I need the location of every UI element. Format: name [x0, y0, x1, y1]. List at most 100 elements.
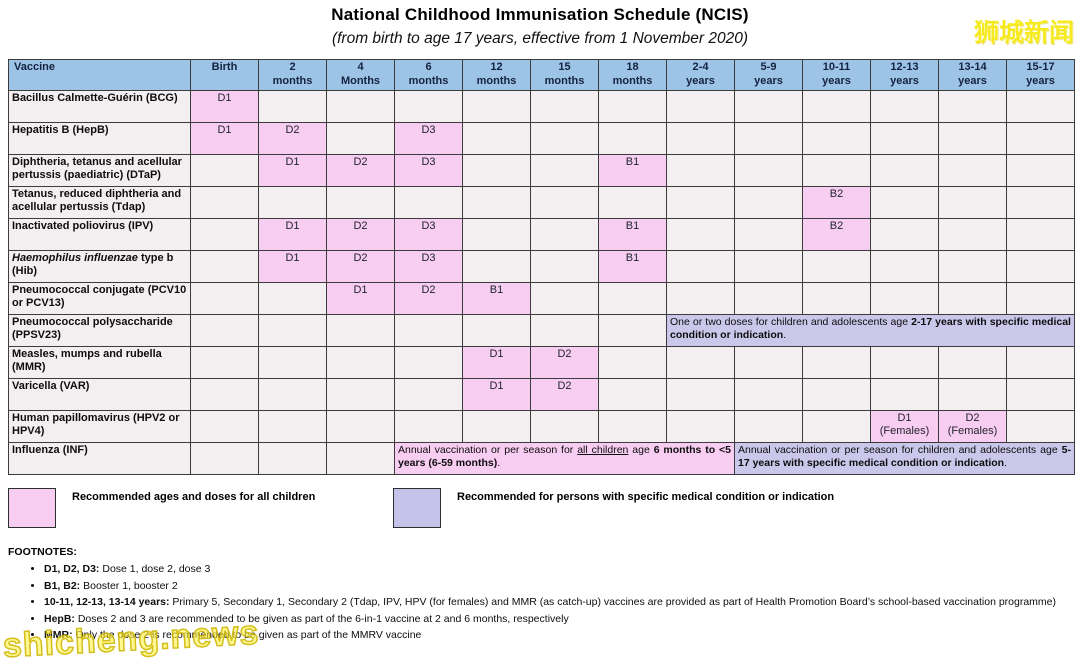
- dose-cell-hepb-0: D1: [190, 122, 259, 155]
- empty-cell-hepb-5: [530, 122, 599, 155]
- empty-cell-dtap-11: [938, 154, 1007, 187]
- dose-cell-hepb-1: D2: [258, 122, 327, 155]
- empty-cell-tdap-6: [598, 186, 667, 219]
- empty-cell-mmr-0: [190, 346, 259, 379]
- dose-cell-dtap-2: D2: [326, 154, 395, 187]
- note-cell-inf-8: Annual vaccination or per season for chi…: [734, 442, 1075, 475]
- note-text-segment: age: [628, 444, 654, 456]
- empty-cell-pcv-9: [802, 282, 871, 315]
- col-header-10-11-years: 10-11 years: [802, 59, 871, 91]
- empty-cell-var-8: [734, 378, 803, 411]
- dose-cell-ipv-1: D1: [258, 218, 327, 251]
- empty-cell-mmr-11: [938, 346, 1007, 379]
- empty-cell-mmr-6: [598, 346, 667, 379]
- empty-cell-tdap-1: [258, 186, 327, 219]
- vaccine-row-var: Varicella (VAR) D1 D2: [8, 378, 1075, 411]
- empty-cell-ipv-4: [462, 218, 531, 251]
- empty-cell-var-11: [938, 378, 1007, 411]
- empty-cell-bcg-11: [938, 90, 1007, 123]
- empty-cell-hib-9: [802, 250, 871, 283]
- empty-cell-hepb-7: [666, 122, 735, 155]
- vaccine-label-tdap: Tetanus, reduced diphtheria and acellula…: [8, 186, 191, 219]
- empty-cell-dtap-12: [1006, 154, 1075, 187]
- empty-cell-hpv-2: [326, 410, 395, 443]
- empty-cell-ppsv-0: [190, 314, 259, 347]
- note-text-segment: 5-17 years with specific medical conditi…: [738, 444, 1071, 469]
- dose-cell-ipv-6: B1: [598, 218, 667, 251]
- empty-cell-bcg-6: [598, 90, 667, 123]
- footnote-prefix: MMR:: [44, 629, 73, 642]
- empty-cell-ipv-11: [938, 218, 1007, 251]
- empty-cell-pcv-6: [598, 282, 667, 315]
- page-title: National Childhood Immunisation Schedule…: [331, 5, 749, 24]
- vaccine-row-pcv: Pneumococcal conjugate (PCV10 or PCV13) D…: [8, 282, 1075, 315]
- vaccine-row-tdap: Tetanus, reduced diphtheria and acellula…: [8, 186, 1075, 219]
- empty-cell-var-3: [394, 378, 463, 411]
- dose-cell-mmr-4: D1: [462, 346, 531, 379]
- empty-cell-tdap-11: [938, 186, 1007, 219]
- footnote-prefix: 10-11, 12-13, 13-14 years:: [44, 596, 170, 609]
- note-text-segment: Annual vaccination or per season for chi…: [738, 444, 1062, 456]
- empty-cell-hpv-1: [258, 410, 327, 443]
- note-cell-inf-3: Annual vaccination or per season for all…: [394, 442, 735, 475]
- schedule-body: Bacillus Calmette-Guérin (BCG) D1 Hepatiti…: [8, 90, 1075, 475]
- dose-cell-hepb-3: D3: [394, 122, 463, 155]
- vaccine-label-hpv: Human papillomavirus (HPV2 or HPV4): [8, 410, 191, 443]
- col-header-4-months: 4 Months: [326, 59, 395, 91]
- footnote-item-3: 10-11, 12-13, 13-14 years: Primary 5, Se…: [44, 595, 1080, 611]
- page-subtitle: (from birth to age 17 years, effective f…: [331, 30, 749, 47]
- empty-cell-tdap-10: [870, 186, 939, 219]
- empty-cell-hib-8: [734, 250, 803, 283]
- dose-cell-ipv-2: D2: [326, 218, 395, 251]
- legend-label-medical-condition: Recommended for persons with specific me…: [457, 491, 835, 503]
- empty-cell-ipv-5: [530, 218, 599, 251]
- empty-cell-inf-1: [258, 442, 327, 475]
- footnote-item-4: HepB: Doses 2 and 3 are recommended to b…: [44, 612, 1080, 628]
- vaccine-label-pcv: Pneumococcal conjugate (PCV10 or PCV13): [8, 282, 191, 315]
- empty-cell-pcv-1: [258, 282, 327, 315]
- empty-cell-hpv-0: [190, 410, 259, 443]
- empty-cell-pcv-7: [666, 282, 735, 315]
- empty-cell-mmr-8: [734, 346, 803, 379]
- dose-cell-pcv-3: D2: [394, 282, 463, 315]
- empty-cell-bcg-7: [666, 90, 735, 123]
- empty-cell-tdap-4: [462, 186, 531, 219]
- empty-cell-dtap-7: [666, 154, 735, 187]
- empty-cell-dtap-10: [870, 154, 939, 187]
- empty-cell-bcg-8: [734, 90, 803, 123]
- note-text-segment: Annual vaccination or per season for: [398, 444, 578, 456]
- empty-cell-hpv-4: [462, 410, 531, 443]
- empty-cell-hpv-6: [598, 410, 667, 443]
- vaccine-row-bcg: Bacillus Calmette-Guérin (BCG) D1: [8, 90, 1075, 123]
- empty-cell-mmr-12: [1006, 346, 1075, 379]
- empty-cell-ipv-10: [870, 218, 939, 251]
- empty-cell-tdap-3: [394, 186, 463, 219]
- empty-cell-dtap-8: [734, 154, 803, 187]
- col-header-5-9-years: 5-9 years: [734, 59, 803, 91]
- vaccine-label-ipv: Inactivated poliovirus (IPV): [8, 218, 191, 251]
- empty-cell-tdap-8: [734, 186, 803, 219]
- vaccine-label-var: Varicella (VAR): [8, 378, 191, 411]
- empty-cell-tdap-12: [1006, 186, 1075, 219]
- empty-cell-hpv-9: [802, 410, 871, 443]
- empty-cell-hib-4: [462, 250, 531, 283]
- empty-cell-hepb-6: [598, 122, 667, 155]
- empty-cell-hib-11: [938, 250, 1007, 283]
- empty-cell-bcg-12: [1006, 90, 1075, 123]
- empty-cell-tdap-7: [666, 186, 735, 219]
- empty-cell-hib-7: [666, 250, 735, 283]
- col-header-18-months: 18 months: [598, 59, 667, 91]
- empty-cell-dtap-5: [530, 154, 599, 187]
- dose-cell-ipv-3: D3: [394, 218, 463, 251]
- legend: Recommended ages and doses for all child…: [8, 488, 1080, 528]
- empty-cell-hpv-12: [1006, 410, 1075, 443]
- vaccine-row-hepb: Hepatitis B (HepB) D1 D2 D3: [8, 122, 1075, 155]
- empty-cell-hepb-2: [326, 122, 395, 155]
- empty-cell-var-12: [1006, 378, 1075, 411]
- empty-cell-hpv-5: [530, 410, 599, 443]
- dose-cell-dtap-1: D1: [258, 154, 327, 187]
- dose-cell-hib-3: D3: [394, 250, 463, 283]
- empty-cell-mmr-10: [870, 346, 939, 379]
- empty-cell-hib-0: [190, 250, 259, 283]
- dose-cell-bcg-0: D1: [190, 90, 259, 123]
